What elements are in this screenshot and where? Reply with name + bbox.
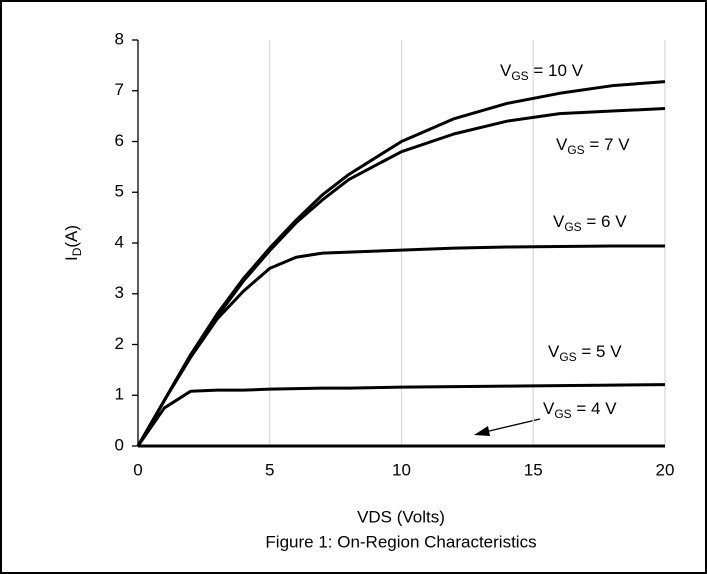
x-axis-label: VDS (Volts) (357, 507, 445, 526)
x-tick-label: 5 (265, 460, 274, 479)
arrow-head (474, 426, 490, 436)
y-tick-label: 3 (115, 283, 124, 302)
y-tick-label: 2 (115, 334, 124, 353)
y-tick-label: 7 (115, 80, 124, 99)
x-tick-label: 15 (524, 460, 543, 479)
series-label: VGS = 4 V (543, 399, 617, 421)
y-tick-label: 4 (115, 232, 124, 251)
x-tick-label: 20 (656, 460, 675, 479)
series-line (136, 383, 666, 447)
series-label: VGS = 5 V (548, 342, 622, 364)
series-label: VGS = 6 V (553, 212, 627, 234)
y-tick-label: 6 (115, 131, 124, 150)
y-tick-label: 1 (115, 385, 124, 404)
y-tick-label: 0 (115, 435, 124, 454)
y-axis-label: ID(A) (62, 225, 84, 261)
series-label: VGS = 7 V (556, 135, 630, 157)
series-line (136, 244, 665, 447)
series-label: VGS = 10 V (500, 61, 584, 83)
x-tick-label: 0 (133, 460, 142, 479)
y-tick-label: 5 (115, 182, 124, 201)
y-tick-label: 8 (115, 29, 124, 48)
arrow-line (484, 418, 541, 433)
caption: Figure 1: On-Region Characteristics (265, 532, 536, 551)
x-tick-label: 10 (392, 460, 411, 479)
